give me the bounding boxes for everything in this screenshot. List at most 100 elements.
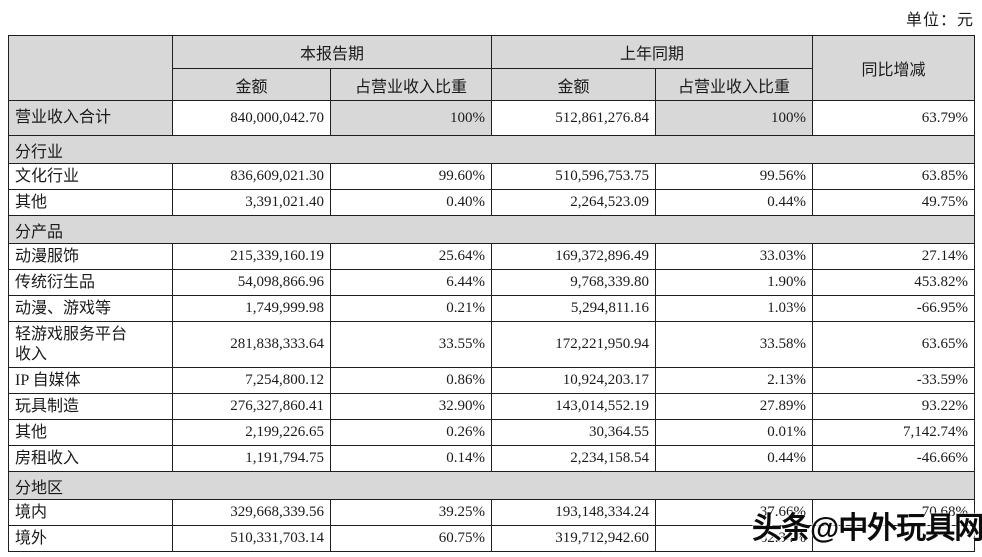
yoy-change: 453.82% [812,269,976,296]
revenue-breakdown-table: 本报告期 上年同期 同比增减 金额 占营业收入比重 金额 占营业收入比重 营业收… [7,35,976,552]
current-share: 32.90% [329,393,493,420]
current-share: 33.55% [329,321,493,368]
current-amount: 7,254,800.12 [172,367,331,394]
current-share: 0.86% [329,367,493,394]
prior-amount: 9,768,339.80 [491,269,657,296]
current-share: 6.44% [329,269,493,296]
current-share: 25.64% [329,243,493,270]
prior-amount: 10,924,203.17 [491,367,657,394]
current-share: 0.21% [329,295,493,322]
prior-share: 33.58% [655,321,814,368]
current-amount: 281,838,333.64 [172,321,331,368]
watermark: 头条@中外玩具网 [752,512,982,545]
header-yoy-change: 同比增减 [812,35,976,101]
row-label: 营业收入合计 [8,100,173,136]
table-row: 营业收入合计 840,000,042.70 100% 512,861,276.84 10… [8,100,976,136]
prior-amount: 2,264,523.09 [491,189,657,216]
prior-share: 0.01% [655,419,814,446]
yoy-change: 27.14% [812,243,976,270]
yoy-change: -33.59% [812,367,976,394]
yoy-change: 49.75% [812,189,976,216]
current-share: 99.60% [329,163,493,190]
current-share: 100% [329,100,493,136]
prior-share: 37.66% [655,499,814,526]
header-current-share: 占营业收入比重 [329,68,493,101]
prior-share: 27.89% [655,393,814,420]
current-share: 39.25% [329,499,493,526]
row-label: 境内 [8,499,173,526]
prior-amount: 512,861,276.84 [491,100,657,136]
row-label: 房租收入 [8,445,173,472]
prior-share: 62.34% [655,525,814,552]
current-share: 0.14% [329,445,493,472]
table-row: 文化行业 836,609,021.30 99.60% 510,596,753.75 99… [8,163,976,190]
yoy-change: 63.85% [812,163,976,190]
row-label: IP 自媒体 [8,367,173,394]
current-amount: 836,609,021.30 [172,163,331,190]
prior-amount: 172,221,950.94 [491,321,657,368]
table-row: 其他 2,199,226.65 0.26% 30,364.55 0.01% 7,142.7… [8,419,976,446]
current-amount: 3,391,021.40 [172,189,331,216]
report-table-body: 营业收入合计 840,000,042.70 100% 512,861,276.84 10… [7,100,976,552]
section-label: 分行业 [7,135,976,164]
unit-label: 单位：元 [905,12,974,29]
row-label: 玩具制造 [8,393,173,420]
row-label: 传统衍生品 [8,269,173,296]
prior-share: 0.44% [655,189,814,216]
row-label: 境外 [8,525,173,552]
table-row: 动漫、游戏等 1,749,999.98 0.21% 5,294,811.16 1.03%… [8,295,976,322]
current-amount: 510,331,703.14 [172,525,331,552]
table-row: 玩具制造 276,327,860.41 32.90% 143,014,552.19 27… [8,393,976,420]
current-amount: 2,199,226.65 [172,419,331,446]
prior-amount: 169,372,896.49 [491,243,657,270]
header-prior-share: 占营业收入比重 [655,68,814,101]
current-amount: 276,327,860.41 [172,393,331,420]
table-row: 轻游戏服务平台 收入 281,838,333.64 33.55% 172,221,95… [8,321,976,368]
table-row: 传统衍生品 54,098,866.96 6.44% 9,768,339.80 1.90%… [8,269,976,296]
prior-amount: 193,148,334.24 [491,499,657,526]
current-amount: 1,191,794.75 [172,445,331,472]
table-row: 房租收入 1,191,794.75 0.14% 2,234,158.54 0.44% -4… [8,445,976,472]
section-row: 分行业 [7,135,976,164]
row-label: 动漫、游戏等 [8,295,173,322]
prior-share: 99.56% [655,163,814,190]
prior-amount: 510,596,753.75 [491,163,657,190]
prior-amount: 5,294,811.16 [491,295,657,322]
prior-amount: 143,014,552.19 [491,393,657,420]
table-row: 境外 510,331,703.14 60.75% 319,712,942.60 62.3… [8,525,976,552]
current-share: 60.75% [329,525,493,552]
yoy-change: -66.95% [812,295,976,322]
row-label: 其他 [8,419,173,446]
yoy-change [812,525,976,552]
current-amount: 1,749,999.98 [172,295,331,322]
yoy-change: 93.22% [812,393,976,420]
prior-share: 100% [655,100,814,136]
prior-share: 33.03% [655,243,814,270]
section-label: 分产品 [7,215,976,244]
current-amount: 215,339,160.19 [172,243,331,270]
yoy-change: 63.65% [812,321,976,368]
table-row: IP 自媒体 7,254,800.12 0.86% 10,924,203.17 2.13… [8,367,976,394]
header-current-period: 本报告期 [171,35,493,69]
table-row: 其他 3,391,021.40 0.40% 2,264,523.09 0.44% 49.7… [8,189,976,216]
prior-share: 1.03% [655,295,814,322]
table-row: 动漫服饰 215,339,160.19 25.64% 169,372,896.49 33… [8,243,976,270]
row-label: 动漫服饰 [8,243,173,270]
prior-share: 0.44% [655,445,814,472]
prior-amount: 30,364.55 [491,419,657,446]
yoy-change: 70.68% [812,499,976,526]
row-label: 其他 [8,189,173,216]
prior-amount: 2,234,158.54 [491,445,657,472]
yoy-change: 63.79% [812,100,976,136]
current-share: 0.40% [329,189,493,216]
header-prior-period: 上年同期 [491,35,814,69]
header-prior-amount: 金额 [491,68,657,101]
current-amount: 329,668,339.56 [172,499,331,526]
header-current-amount: 金额 [172,68,331,101]
current-amount: 840,000,042.70 [172,100,331,136]
table-header: 本报告期 上年同期 同比增减 金额 占营业收入比重 金额 占营业收入比重 [8,35,976,101]
prior-amount: 319,712,942.60 [491,525,657,552]
corner-cell [8,35,173,101]
row-label: 文化行业 [8,163,173,190]
yoy-change: 7,142.74% [812,419,976,446]
